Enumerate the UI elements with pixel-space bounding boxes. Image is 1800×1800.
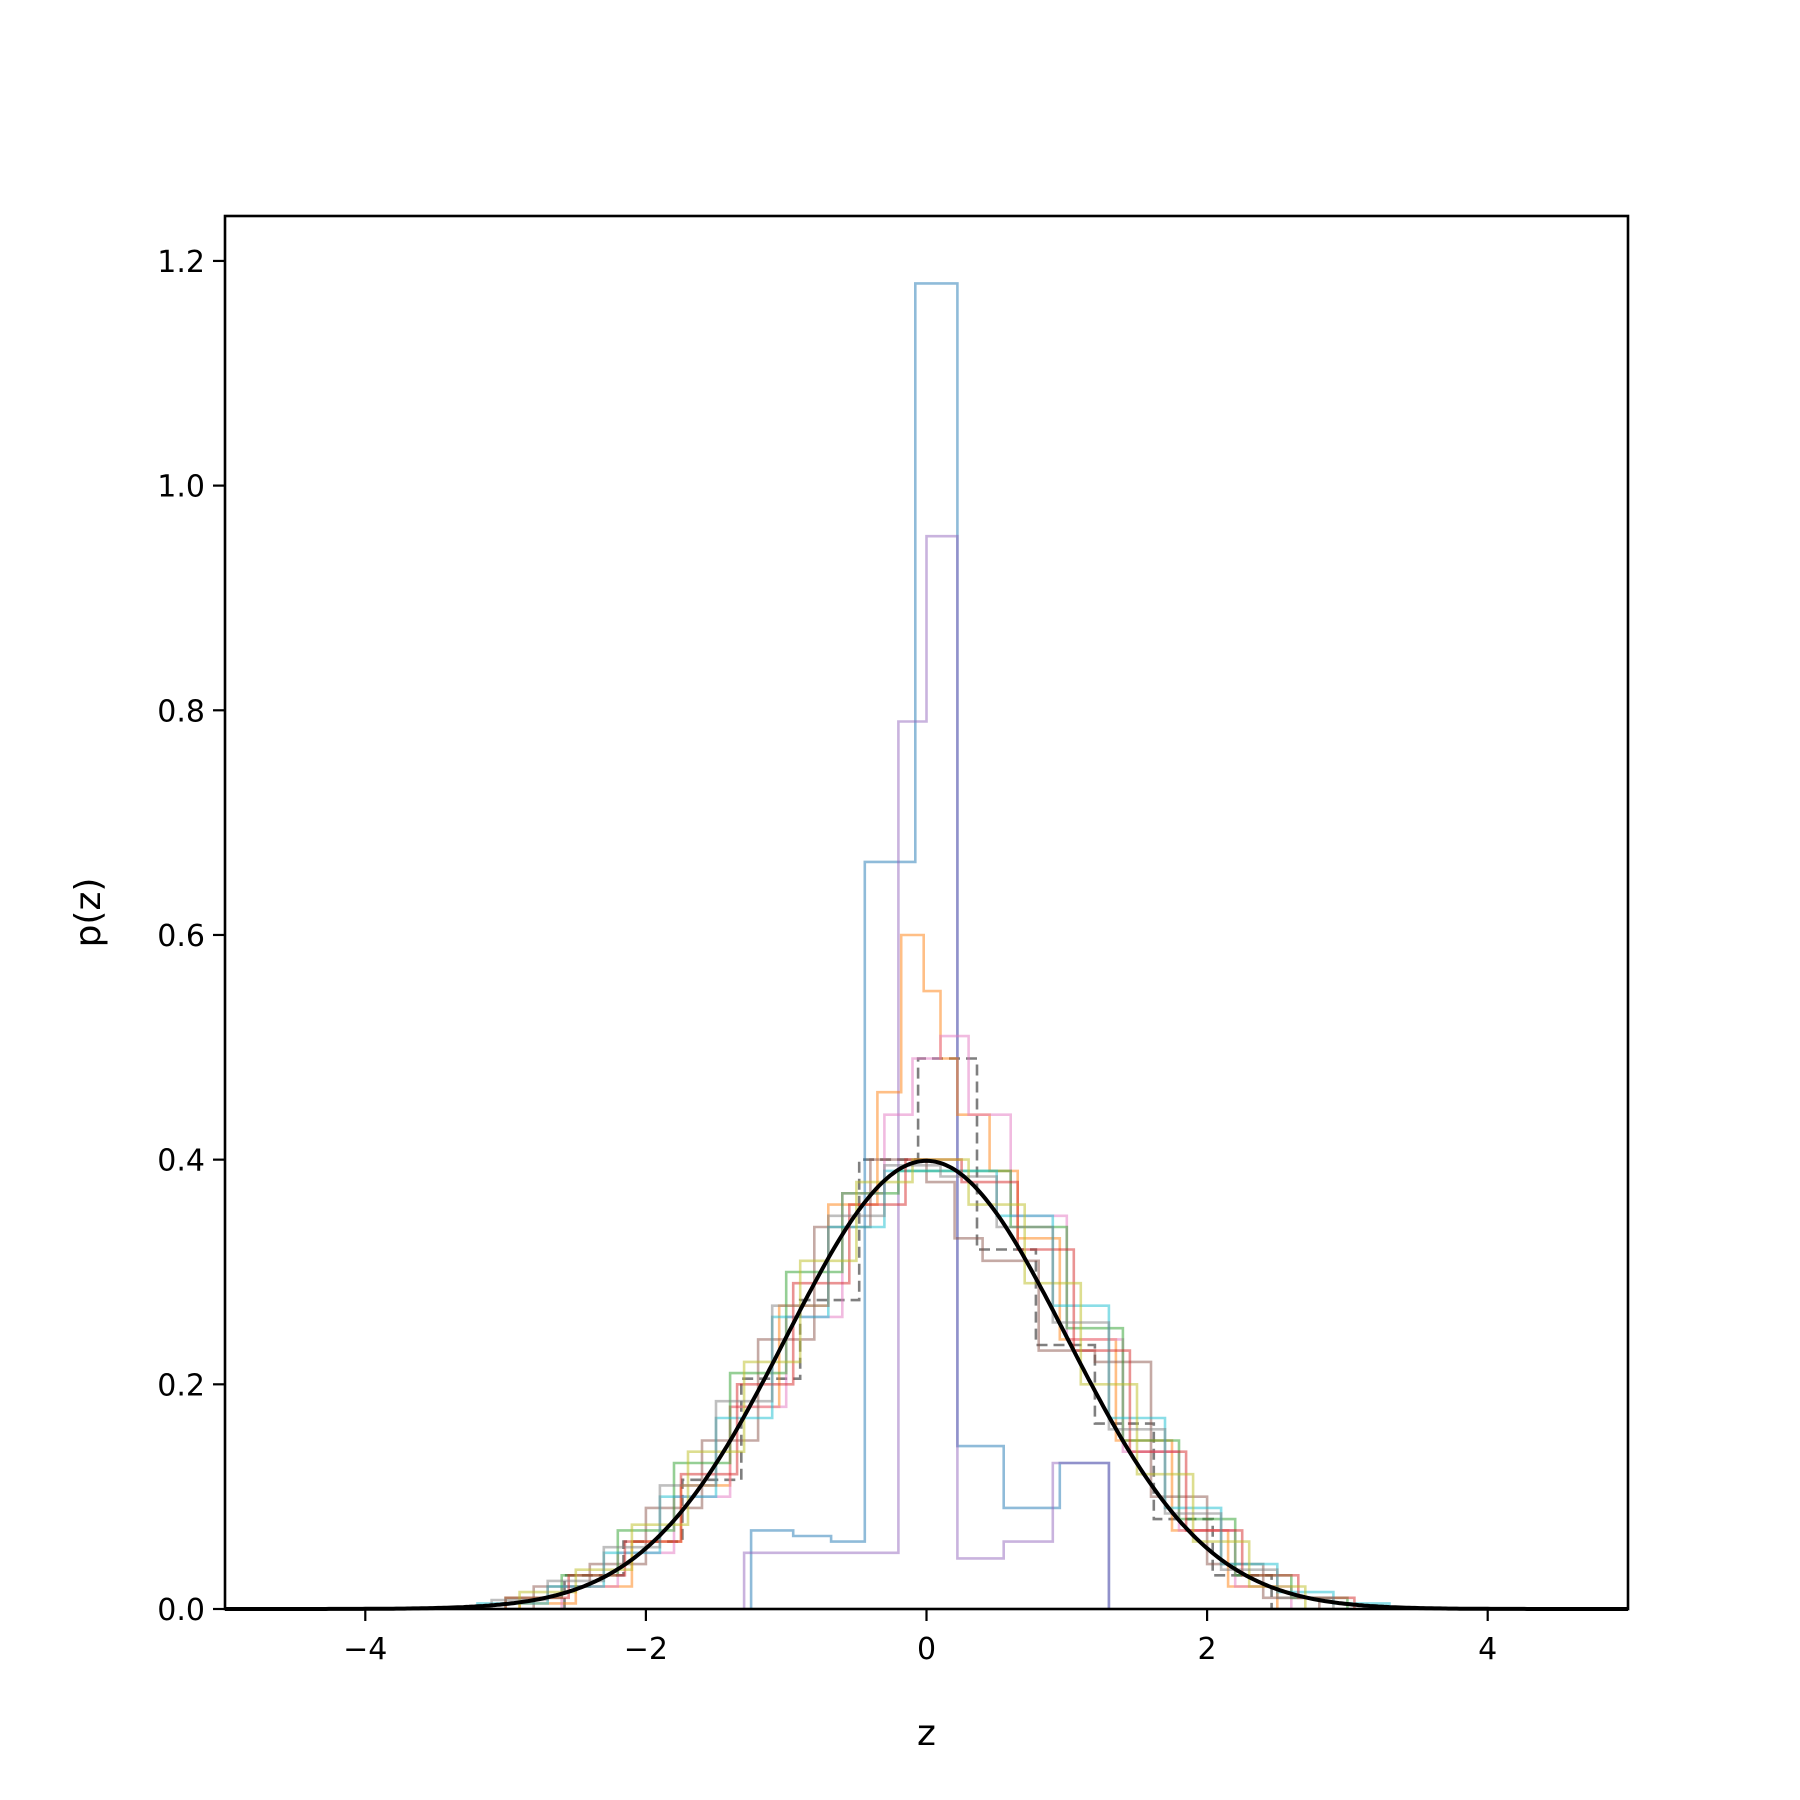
y-tick-label: 0.0 <box>157 1593 205 1628</box>
x-axis-label: z <box>917 1713 936 1754</box>
histogram-series-9 <box>518 1158 1307 1609</box>
y-axis: 0.0 0.2 0.4 0.6 0.8 1.0 1.2 <box>157 245 225 1628</box>
x-tick-label: −4 <box>343 1632 387 1667</box>
histogram-series-1 <box>749 282 1111 1609</box>
y-axis-label: p(z) <box>68 878 109 948</box>
y-tick-label: 0.2 <box>157 1368 205 1403</box>
histogram-series-2 <box>742 534 1111 1609</box>
x-tick-label: 4 <box>1478 1632 1497 1667</box>
reference-layer <box>225 1158 1628 1611</box>
histogram-series-10 <box>490 1164 1335 1609</box>
normal-density-curve <box>225 1158 1628 1611</box>
histogram-series-0 <box>563 1057 1273 1609</box>
y-tick-label: 0.8 <box>157 694 205 729</box>
histogram-series-5 <box>532 1158 1321 1609</box>
x-tick-label: 0 <box>917 1632 936 1667</box>
x-tick-label: −2 <box>624 1632 668 1667</box>
x-axis: −4 −2 0 2 4 <box>343 1609 1497 1667</box>
y-tick-label: 0.6 <box>157 919 205 954</box>
y-tick-label: 1.0 <box>157 470 205 505</box>
y-tick-label: 0.4 <box>157 1144 205 1179</box>
y-tick-label: 1.2 <box>157 245 205 280</box>
x-tick-label: 2 <box>1198 1632 1217 1667</box>
